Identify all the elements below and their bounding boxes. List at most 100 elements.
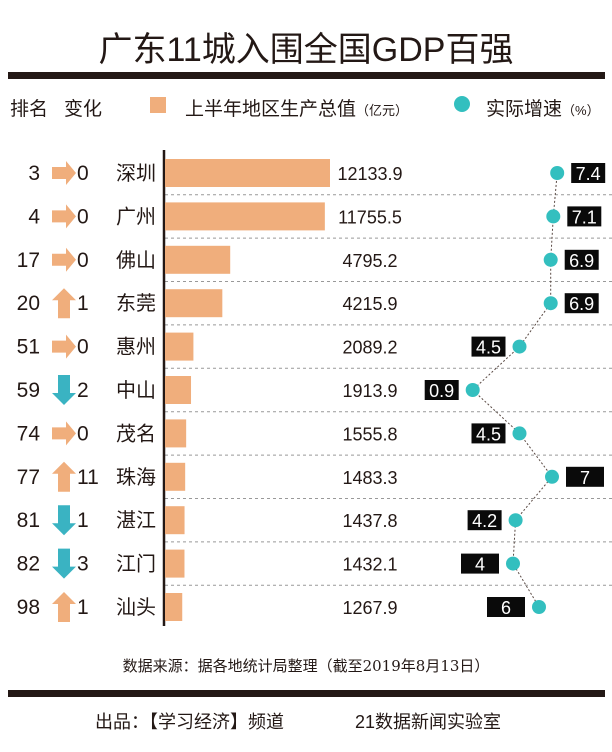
growth-dot bbox=[543, 252, 558, 267]
rank-value: 81 bbox=[17, 509, 40, 532]
gdp-legend-label: 上半年地区生产总值（亿元） bbox=[185, 94, 408, 121]
gdp-bar bbox=[165, 419, 187, 448]
producer-credit: 出品：【学习经济】频道 bbox=[95, 712, 284, 732]
gdp-legend-unit: （亿元） bbox=[356, 103, 409, 118]
growth-dot bbox=[506, 556, 520, 571]
city-name: 珠海 bbox=[116, 466, 156, 489]
arrow-flat-icon bbox=[52, 334, 76, 359]
growth-label-box bbox=[471, 423, 506, 444]
growth-label: 4 bbox=[475, 555, 485, 575]
lab-credit: 21数据新闻实验室 bbox=[355, 712, 502, 732]
legend: 排名 变化 上半年地区生产总值（亿元） 实际增速（%） bbox=[0, 94, 612, 120]
rank-header: 排名 bbox=[10, 99, 49, 120]
rank-change-value: 1 bbox=[77, 292, 89, 315]
gdp-bar bbox=[165, 462, 186, 491]
arrow-down-shape bbox=[52, 375, 76, 405]
arrow-right-shape bbox=[52, 334, 76, 359]
data-source: 数据来源：据各地统计局整理（截至2019年8月13日） bbox=[122, 657, 490, 675]
growth-label: 7.4 bbox=[576, 164, 601, 184]
chart-title: 广东11城入围全国GDP百强 bbox=[98, 31, 514, 69]
growth-legend-unit: （%） bbox=[562, 103, 600, 118]
growth-label: 7 bbox=[580, 468, 590, 488]
rank-value: 74 bbox=[17, 422, 41, 445]
rank-value: 98 bbox=[17, 596, 40, 619]
change-header: 变化 bbox=[64, 99, 103, 120]
growth-label-box bbox=[564, 249, 599, 270]
growth-label-box bbox=[564, 293, 599, 314]
arrow-flat-icon bbox=[52, 247, 76, 272]
arrow-right-shape bbox=[52, 247, 76, 272]
growth-label: 6.9 bbox=[569, 294, 594, 314]
gdp-bar bbox=[165, 376, 192, 404]
growth-dot bbox=[543, 296, 558, 311]
rank-value: 20 bbox=[17, 292, 40, 315]
rank-value: 59 bbox=[17, 379, 40, 402]
rank-change-value: 11 bbox=[77, 466, 99, 489]
city-name: 佛山 bbox=[116, 249, 156, 272]
gdp-bar bbox=[165, 506, 185, 535]
arrow-up-shape bbox=[52, 592, 76, 622]
arrow-up-icon bbox=[52, 288, 76, 319]
growth-label-box bbox=[424, 380, 459, 400]
growth-dot bbox=[545, 469, 559, 484]
rank-change-value: 0 bbox=[77, 422, 89, 445]
gdp-value: 1437.8 bbox=[342, 511, 397, 531]
growth-label: 6 bbox=[501, 598, 511, 618]
gdp-value: 4215.9 bbox=[342, 294, 397, 314]
rank-value: 82 bbox=[17, 553, 40, 576]
gdp-bar bbox=[165, 549, 185, 578]
growth-label-box bbox=[566, 466, 604, 487]
gdp-legend-swatch bbox=[150, 97, 166, 113]
arrow-down-icon bbox=[52, 548, 76, 579]
gdp-bar bbox=[165, 202, 325, 231]
arrow-down-shape bbox=[52, 505, 76, 536]
city-name: 广州 bbox=[116, 205, 156, 228]
growth-dot bbox=[546, 209, 561, 224]
growth-label-box bbox=[571, 163, 606, 183]
arrow-right-shape bbox=[52, 161, 76, 185]
city-name: 深圳 bbox=[116, 162, 156, 185]
city-name: 东莞 bbox=[116, 292, 156, 315]
gdp-value: 1483.3 bbox=[342, 468, 397, 488]
arrow-up-shape bbox=[52, 288, 76, 319]
gdp-bar bbox=[165, 245, 231, 274]
growth-label: 4.5 bbox=[476, 424, 501, 444]
gdp-value: 2089.2 bbox=[342, 338, 397, 358]
city-name: 江门 bbox=[116, 553, 156, 576]
growth-dot bbox=[512, 339, 527, 354]
gdp-value: 4795.2 bbox=[342, 251, 397, 271]
city-name: 茂名 bbox=[116, 422, 156, 445]
growth-dot bbox=[512, 426, 527, 441]
rank-value: 77 bbox=[17, 466, 40, 489]
growth-legend-text: 实际增速 bbox=[486, 99, 563, 120]
gdp-bar bbox=[165, 332, 194, 361]
top-rule bbox=[8, 72, 605, 79]
city-name: 惠州 bbox=[116, 336, 156, 359]
growth-label-box bbox=[467, 510, 502, 531]
growth-label: 4.5 bbox=[476, 338, 501, 358]
bottom-rule bbox=[8, 690, 605, 697]
growth-dot bbox=[550, 166, 565, 180]
rank-value: 17 bbox=[17, 249, 40, 272]
arrow-down-shape bbox=[52, 548, 76, 579]
rank-change-value: 0 bbox=[77, 162, 89, 185]
city-name: 中山 bbox=[116, 379, 156, 402]
arrow-up-icon bbox=[52, 592, 76, 622]
gdp-legend-text: 上半年地区生产总值 bbox=[185, 99, 357, 120]
rank-value: 3 bbox=[28, 162, 40, 185]
arrow-down-icon bbox=[52, 375, 76, 405]
rank-change-value: 1 bbox=[77, 509, 89, 532]
gdp-value: 1555.8 bbox=[342, 424, 397, 444]
growth-label-box bbox=[461, 553, 499, 574]
arrow-up-icon bbox=[52, 461, 76, 492]
gdp-value: 1913.9 bbox=[342, 381, 397, 401]
growth-line bbox=[471, 172, 558, 608]
growth-label: 4.2 bbox=[472, 511, 497, 531]
growth-dot bbox=[532, 600, 546, 614]
rank-value: 51 bbox=[17, 336, 40, 359]
rank-change-value: 3 bbox=[77, 553, 89, 576]
growth-dot bbox=[508, 513, 523, 528]
arrow-down-icon bbox=[52, 505, 76, 536]
